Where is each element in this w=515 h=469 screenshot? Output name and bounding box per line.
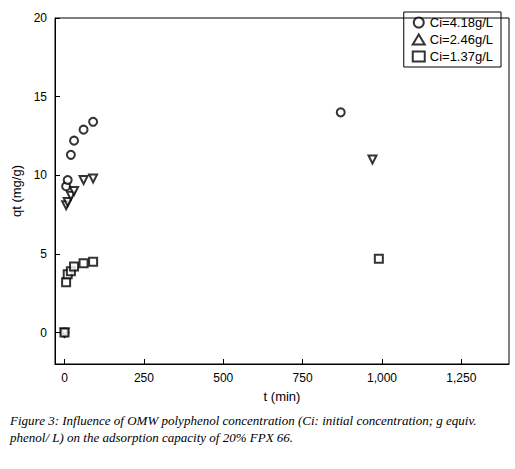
svg-text:750: 750	[293, 371, 313, 385]
svg-text:Ci=1.37g/L: Ci=1.37g/L	[430, 49, 493, 64]
svg-text:t (min): t (min)	[264, 389, 301, 404]
svg-text:1,250: 1,250	[446, 371, 476, 385]
svg-text:Ci=2.46g/L: Ci=2.46g/L	[430, 32, 493, 47]
svg-text:qt (mg/g): qt (mg/g)	[9, 165, 24, 217]
html-text:Figure 3: Influence of OMW pol: Figure 3: Influence of OMW polyphenol co…	[10, 413, 477, 445]
svg-text:15: 15	[34, 90, 48, 104]
svg-text:500: 500	[213, 371, 233, 385]
svg-text:20: 20	[34, 11, 48, 25]
svg-text:5: 5	[40, 247, 47, 261]
svg-text:Ci=4.18g/L: Ci=4.18g/L	[430, 15, 493, 30]
svg-text:250: 250	[134, 371, 154, 385]
svg-text:1,000: 1,000	[367, 371, 397, 385]
svg-text:0: 0	[61, 371, 68, 385]
svg-text:10: 10	[34, 168, 48, 182]
svg-text:0: 0	[40, 326, 47, 340]
